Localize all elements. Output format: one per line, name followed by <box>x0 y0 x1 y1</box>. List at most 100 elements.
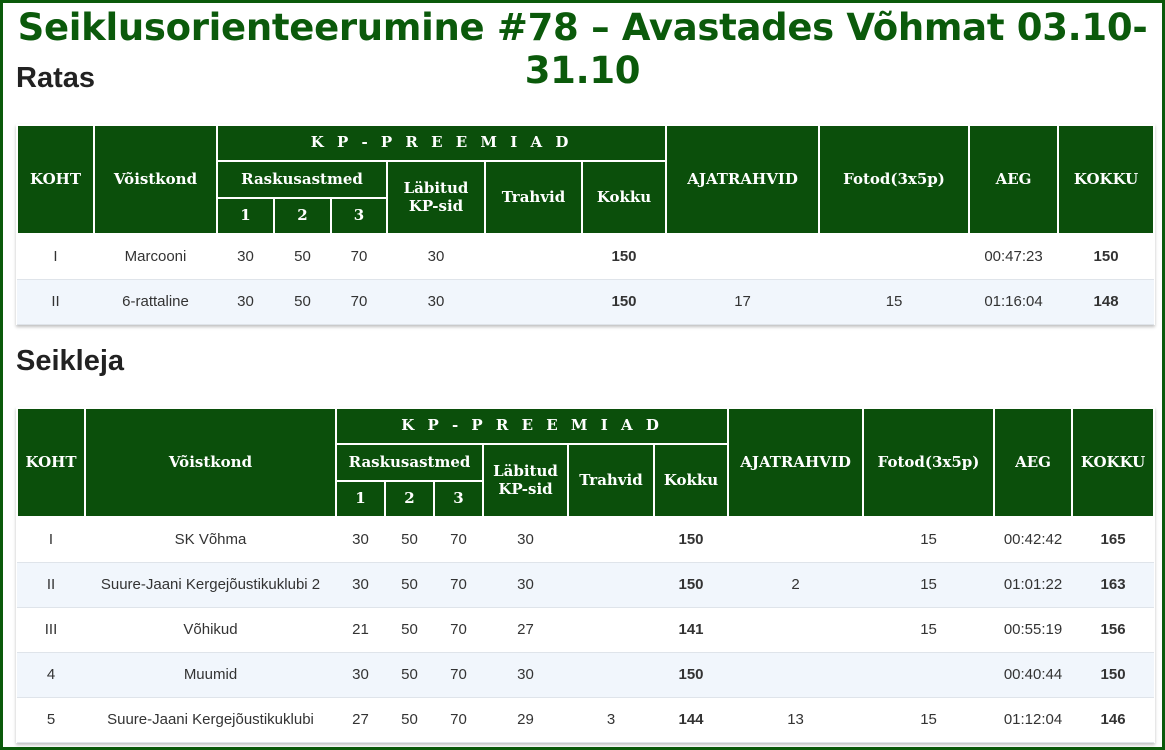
header-difficulty: Raskusastmed <box>216 160 388 199</box>
cell-photos: 15 <box>863 517 995 563</box>
cell-sum: 150 <box>654 562 729 608</box>
header-kp-prizes: K P - P R E E M I A D <box>334 407 730 445</box>
cell-photos <box>863 652 995 698</box>
cell-level-3: 70 <box>434 562 483 608</box>
header-level-1: 1 <box>335 480 386 518</box>
cell-total: 163 <box>1072 562 1155 608</box>
cell-time: 01:12:04 <box>994 697 1073 743</box>
cell-team: Võhikud <box>85 607 336 653</box>
cell-checkpoints: 29 <box>483 697 568 743</box>
table-row: 5 Suure-Jaani Kergejõustikuklubi 27 50 7… <box>17 697 1155 743</box>
table-row: I Marcooni 30 50 70 30 150 00:47:23 150 <box>17 234 1155 280</box>
cell-time-penalties <box>666 234 820 280</box>
header-level-2: 2 <box>273 197 332 235</box>
cell-checkpoints: 30 <box>387 234 485 280</box>
header-time-penalties: AJATRAHVID <box>665 124 821 235</box>
header-kp-prizes: K P - P R E E M I A D <box>215 124 668 162</box>
cell-photos: 15 <box>863 697 995 743</box>
table-row: II 6-rattaline 30 50 70 30 150 17 15 01:… <box>17 279 1155 325</box>
cell-total: 150 <box>1058 234 1155 280</box>
cell-total: 146 <box>1072 697 1155 743</box>
cell-penalties <box>568 652 654 698</box>
table-row: I SK Võhma 30 50 70 30 150 15 00:42:42 1… <box>17 517 1155 563</box>
cell-penalties <box>568 517 654 563</box>
cell-total: 156 <box>1072 607 1155 653</box>
cell-time-penalties: 13 <box>728 697 864 743</box>
header-time: AEG <box>968 124 1060 235</box>
results-table-seikleja: KOHT Võistkond K P - P R E E M I A D AJA… <box>16 407 1156 743</box>
cell-level-2: 50 <box>274 234 331 280</box>
cell-place: 5 <box>17 697 85 743</box>
cell-photos: 15 <box>863 607 995 653</box>
cell-team: Muumid <box>85 652 336 698</box>
cell-time: 01:01:22 <box>994 562 1073 608</box>
cell-checkpoints: 30 <box>387 279 485 325</box>
cell-level-2: 50 <box>385 517 434 563</box>
cell-penalties: 3 <box>568 697 654 743</box>
header-level-2: 2 <box>384 480 435 518</box>
header-checkpoints: Läbitud KP-sid <box>482 443 569 518</box>
cell-checkpoints: 27 <box>483 607 568 653</box>
cell-checkpoints: 30 <box>483 652 568 698</box>
header-place: KOHT <box>16 407 86 518</box>
header-sum: Kokku <box>652 443 730 518</box>
cell-time: 00:55:19 <box>994 607 1073 653</box>
cell-level-3: 70 <box>331 279 387 325</box>
cell-photos <box>819 234 970 280</box>
cell-time: 00:40:44 <box>994 652 1073 698</box>
cell-total: 150 <box>1072 652 1155 698</box>
cell-time-penalties <box>728 607 864 653</box>
section-title-seikleja: Seikleja <box>16 345 125 377</box>
cell-checkpoints: 30 <box>483 517 568 563</box>
header-time-penalties: AJATRAHVID <box>727 407 865 518</box>
cell-level-3: 70 <box>331 234 387 280</box>
cell-level-2: 50 <box>274 279 331 325</box>
cell-checkpoints: 30 <box>483 562 568 608</box>
header-level-3: 3 <box>433 480 484 518</box>
cell-level-2: 50 <box>385 652 434 698</box>
header-team: Võistkond <box>84 407 337 518</box>
cell-sum: 141 <box>654 607 729 653</box>
cell-time: 00:47:23 <box>969 234 1059 280</box>
cell-level-1: 30 <box>336 562 385 608</box>
cell-time-penalties: 17 <box>666 279 820 325</box>
cell-level-1: 27 <box>336 697 385 743</box>
cell-total: 148 <box>1058 279 1155 325</box>
cell-level-1: 30 <box>336 517 385 563</box>
cell-level-1: 30 <box>336 652 385 698</box>
header-sum: Kokku <box>580 160 668 235</box>
header-total: KOKKU <box>1071 407 1156 518</box>
header-level-1: 1 <box>216 197 275 235</box>
cell-level-1: 30 <box>217 279 274 325</box>
cell-time: 01:16:04 <box>969 279 1059 325</box>
cell-time-penalties <box>728 652 864 698</box>
section-title-ratas: Ratas <box>16 62 95 94</box>
cell-penalties <box>568 562 654 608</box>
header-team: Võistkond <box>93 124 218 235</box>
results-table-ratas: KOHT Võistkond K P - P R E E M I A D AJA… <box>16 124 1156 325</box>
cell-sum: 144 <box>654 697 729 743</box>
cell-time-penalties: 2 <box>728 562 864 608</box>
cell-team: Suure-Jaani Kergejõustikuklubi 2 <box>85 562 336 608</box>
cell-sum: 150 <box>582 279 667 325</box>
header-penalties: Trahvid <box>484 160 583 235</box>
cell-level-1: 21 <box>336 607 385 653</box>
cell-sum: 150 <box>654 652 729 698</box>
cell-place: I <box>17 517 85 563</box>
cell-level-3: 70 <box>434 517 483 563</box>
cell-team: Marcooni <box>94 234 217 280</box>
table-row: III Võhikud 21 50 70 27 141 15 00:55:19 … <box>17 607 1155 653</box>
page-title: Seiklusorienteerumine #78 – Avastades Võ… <box>17 6 1148 92</box>
cell-level-3: 70 <box>434 652 483 698</box>
cell-level-1: 30 <box>217 234 274 280</box>
header-level-3: 3 <box>330 197 388 235</box>
cell-level-3: 70 <box>434 697 483 743</box>
cell-penalties <box>568 607 654 653</box>
cell-level-3: 70 <box>434 607 483 653</box>
table-row: II Suure-Jaani Kergejõustikuklubi 2 30 5… <box>17 562 1155 608</box>
cell-total: 165 <box>1072 517 1155 563</box>
header-penalties: Trahvid <box>567 443 655 518</box>
cell-place: III <box>17 607 85 653</box>
table-row: 4 Muumid 30 50 70 30 150 00:40:44 150 <box>17 652 1155 698</box>
cell-sum: 150 <box>654 517 729 563</box>
